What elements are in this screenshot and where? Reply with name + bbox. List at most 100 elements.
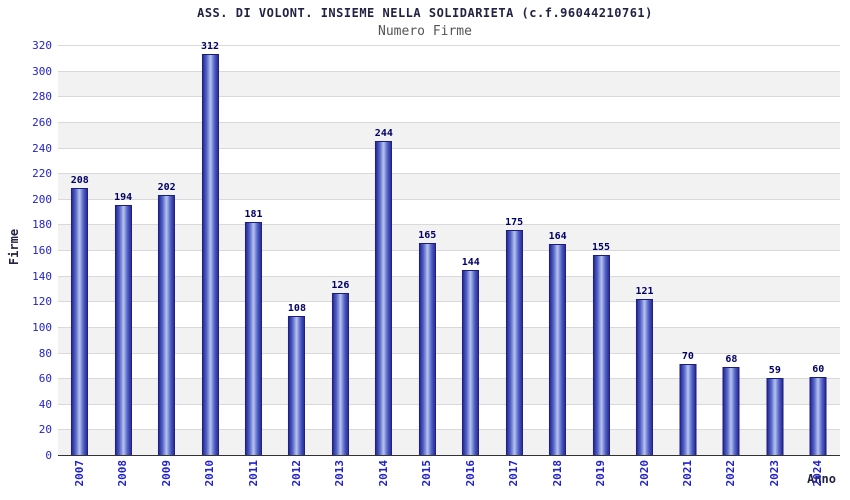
bar [809,377,827,455]
x-tick-label: 2017 [507,460,521,487]
bar-value-label: 126 [331,279,350,291]
y-tick-label: 300 [32,64,52,78]
bar [766,378,784,455]
x-axis-title: Anno [807,472,836,486]
y-tick-label: 320 [32,39,52,52]
x-tick-label: 2014 [376,460,390,487]
x-tick-label: 2011 [246,460,260,487]
y-tick-label: 160 [32,244,52,257]
bar-group: 181 [244,209,263,455]
bar-value-label: 165 [418,229,437,241]
bar-group: 155 [592,242,610,455]
bar-group: 164 [549,231,567,455]
bar [462,269,480,455]
bar-value-label: 70 [681,351,694,363]
y-tick-label: 100 [32,320,52,334]
y-tick-label: 180 [32,218,52,232]
x-tick-label: 2009 [159,460,173,487]
y-tick-label: 240 [32,141,52,155]
bar-group: 144 [461,256,480,455]
bar-group: 108 [288,303,306,455]
bar-group: 244 [375,128,393,455]
y-tick-label: 40 [38,397,52,411]
bar-value-label: 312 [201,41,220,53]
x-tick-label: 2021 [680,460,694,487]
x-tick-label: 2007 [72,460,86,487]
bar-value-label: 164 [548,230,567,242]
y-tick-label: 80 [38,346,52,360]
bar [288,315,306,455]
bar-value-label: 175 [505,216,524,228]
gridline [58,173,840,175]
band [58,121,840,148]
x-tick-label: 2019 [594,460,608,487]
bar-value-label: 244 [374,128,393,140]
bar-value-label: 60 [812,364,825,376]
bar [114,205,132,455]
bar [71,187,89,455]
bar-group: 165 [418,230,436,455]
x-tick-label: 2012 [289,460,303,487]
bar-group: 70 [679,351,697,455]
bar-group: 312 [201,41,219,455]
y-tick-label: 280 [32,90,52,104]
y-tick-label: 20 [38,423,52,437]
bar-group: 59 [766,365,784,455]
y-tick-label: 120 [32,295,52,309]
bar-value-label: 108 [287,302,306,314]
y-tick-label: 260 [32,115,52,129]
bar-group: 202 [158,182,176,455]
x-tick-label: 2010 [203,460,217,487]
bar-group: 175 [505,217,523,455]
bar-value-label: 208 [70,174,89,186]
x-tick-label: 2008 [116,460,130,487]
bar [722,366,740,455]
bar-value-label: 144 [461,256,480,268]
band [58,70,840,97]
bar-group: 194 [114,192,132,455]
chart-subtitle: Numero Firme [378,24,472,39]
gridline [58,121,840,123]
bar-group: 126 [331,280,349,455]
y-tick-label: 60 [38,372,52,386]
bar-value-label: 155 [592,242,611,254]
gridline [58,96,840,98]
bar-value-label: 202 [157,182,176,194]
bar [505,229,523,455]
y-tick-label: 200 [32,192,52,206]
y-tick-label: 220 [32,167,52,181]
bar-value-label: 59 [768,365,781,377]
bar [679,364,697,455]
bar [158,195,176,455]
bar-value-label: 68 [725,353,738,365]
y-tick-label: 0 [45,449,52,462]
gridline [58,45,840,46]
x-tick-label: 2013 [333,460,347,487]
x-tick-label: 2018 [550,460,564,487]
bar [549,243,567,455]
x-tick-label: 2016 [463,460,477,487]
x-tick-label: 2022 [724,460,738,487]
bar-group: 68 [722,353,740,455]
x-tick-label: 2020 [637,460,651,487]
bar-value-label: 181 [244,209,263,221]
bar [636,298,653,455]
plot-area: 208 194 202 312 181 108 126 244 165 144 175 164 155 1… [58,41,840,456]
bar-value-label: 194 [114,192,133,204]
bar [418,242,436,455]
chart-title: ASS. DI VOLONT. INSIEME NELLA SOLIDARIET… [197,6,653,20]
y-tick-label: 140 [32,269,52,283]
bar [245,222,262,455]
bar-group: 60 [809,364,827,455]
x-tick-label: 2015 [420,460,434,487]
x-tick-label: 2024 [811,460,825,487]
gridline [58,70,840,72]
bar-group: 121 [635,285,654,455]
bar [201,54,219,455]
x-tick-label: 2023 [767,460,781,487]
bar-value-label: 121 [635,285,654,297]
gridline [58,147,840,149]
bar-group: 208 [70,174,89,455]
bar [375,141,393,455]
